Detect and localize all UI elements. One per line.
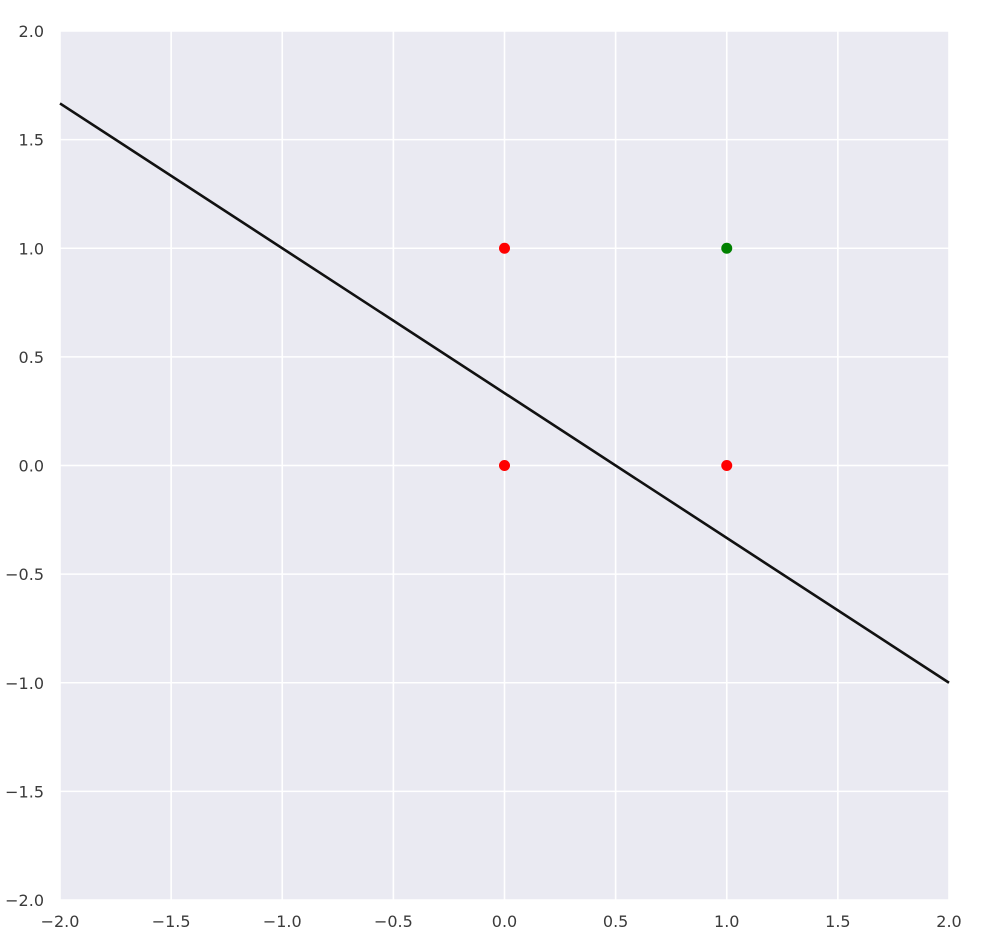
data-points xyxy=(499,242,733,471)
x-tick-label: 2.0 xyxy=(936,912,961,931)
x-tick-label: 1.5 xyxy=(825,912,850,931)
x-axis: −2.0 −1.5 −1.0 −0.5 0.0 0.5 1.0 1.5 2.0 xyxy=(41,912,962,931)
x-tick-label: 0.0 xyxy=(492,912,517,931)
data-point xyxy=(499,242,510,254)
x-tick-label: −1.0 xyxy=(263,912,302,931)
y-tick-label: 1.5 xyxy=(19,131,44,150)
decision-boundary-line xyxy=(59,102,950,684)
data-point xyxy=(721,460,733,471)
x-tick-label: 1.0 xyxy=(714,912,739,931)
y-tick-label: −0.5 xyxy=(5,565,44,584)
x-tick-label: 0.5 xyxy=(603,912,628,931)
x-tick-label: −1.5 xyxy=(152,912,191,931)
y-tick-label: 0.5 xyxy=(19,348,44,367)
y-tick-label: 1.0 xyxy=(19,239,44,258)
y-axis: −2.0 −1.5 −1.0 −0.5 0.0 0.5 1.0 1.5 2.0 xyxy=(5,22,44,910)
x-tick-label: −0.5 xyxy=(374,912,413,931)
data-point xyxy=(721,242,733,254)
y-tick-label: −2.0 xyxy=(5,891,44,910)
y-tick-label: 0.0 xyxy=(19,457,44,476)
data-point xyxy=(499,460,510,471)
y-tick-label: −1.0 xyxy=(5,674,44,693)
y-tick-label: −1.5 xyxy=(5,782,44,801)
y-tick-label: 2.0 xyxy=(19,22,44,41)
x-tick-label: −2.0 xyxy=(41,912,80,931)
